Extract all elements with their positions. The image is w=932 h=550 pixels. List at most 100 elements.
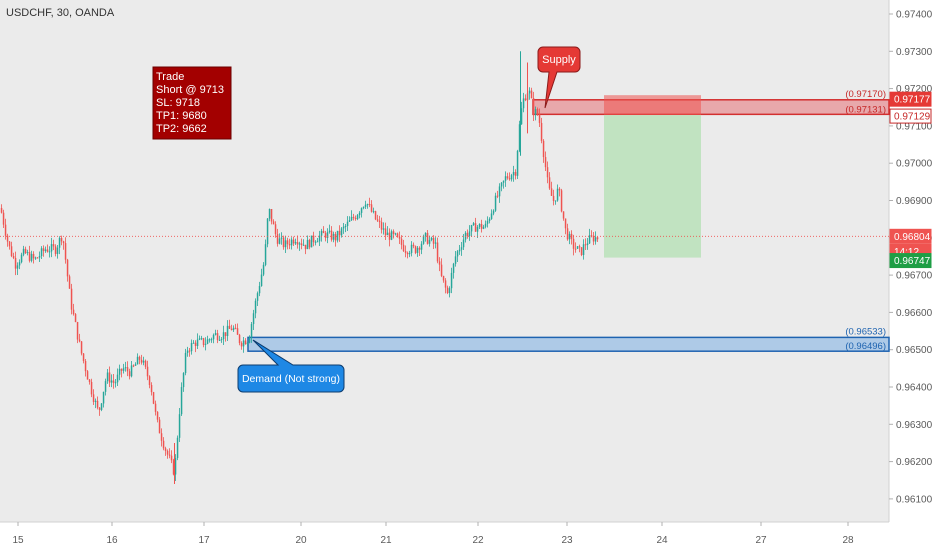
x-tick-label: 28 — [842, 535, 854, 546]
candle-body — [118, 368, 121, 375]
candle-body — [70, 288, 73, 310]
y-tick-label: 0.96300 — [896, 420, 932, 431]
demand-top-label: (0.96533) — [845, 326, 886, 337]
candle-body — [314, 241, 317, 243]
candle-body — [52, 244, 55, 247]
trade-line-4: TP1: 9680 — [156, 110, 207, 122]
candle-body — [32, 253, 35, 259]
candle-body — [264, 244, 267, 265]
candle-body — [418, 247, 421, 250]
candle-body — [286, 240, 289, 245]
candle-body — [356, 215, 359, 220]
candle-body — [516, 150, 519, 176]
candle-body — [552, 195, 555, 201]
y-tick-label: 0.97400 — [896, 10, 932, 21]
y-tick-label: 0.97000 — [896, 159, 932, 170]
candle-body — [270, 209, 273, 222]
candle-body — [448, 288, 451, 294]
candle-body — [294, 242, 297, 244]
candle-body — [588, 235, 591, 244]
candle-body — [578, 246, 581, 248]
candle-body — [226, 325, 229, 337]
candle-body — [154, 403, 157, 412]
candle-body — [282, 237, 285, 248]
candle-body — [498, 186, 501, 197]
candle-body — [298, 243, 301, 245]
x-tick-label: 17 — [198, 535, 210, 546]
candle-body — [334, 233, 337, 241]
candle-body — [374, 211, 377, 220]
candle-body — [318, 235, 321, 242]
supply-callout[interactable]: Supply — [537, 46, 581, 109]
candle-body — [66, 259, 69, 277]
candle-body — [582, 244, 585, 255]
x-tick-label: 21 — [380, 535, 392, 546]
candle-body — [430, 237, 433, 240]
candle-body — [444, 280, 447, 288]
candle-body — [256, 293, 259, 301]
trade-info-box[interactable]: Trade Short @ 9713 SL: 9718 TP1: 9680 TP… — [152, 66, 232, 140]
candle-body — [506, 176, 509, 179]
candle-body — [212, 334, 215, 340]
candle-body — [458, 249, 461, 252]
candle-body — [76, 322, 79, 340]
candle-body — [354, 217, 357, 220]
candle-body — [168, 454, 171, 456]
candle-body — [548, 177, 551, 189]
candle-body — [276, 234, 279, 244]
candle-body — [558, 188, 561, 191]
current-price-tag-bg — [889, 228, 932, 244]
candle-body — [340, 228, 343, 236]
demand-zone — [247, 336, 890, 352]
candle-body — [556, 188, 559, 201]
candle-body — [8, 241, 11, 247]
candle-body — [408, 252, 411, 255]
price-tags: 0.97177 0.97129 0.96804 14:120.96747 — [889, 91, 932, 269]
candle-body — [380, 222, 383, 230]
y-tick-label: 0.96600 — [896, 308, 932, 319]
candle-body — [500, 182, 503, 187]
candle-body — [14, 257, 17, 269]
demand-callout-label: Demand (Not strong) — [242, 373, 340, 385]
candle-body — [342, 226, 345, 229]
y-tick-label: 0.96400 — [896, 383, 932, 394]
candle-body — [106, 372, 109, 382]
candle-body — [136, 356, 139, 365]
candle-body — [528, 90, 531, 94]
demand-callout[interactable]: Demand (Not strong) — [237, 339, 345, 393]
candle-body — [422, 236, 425, 244]
candle-body — [306, 239, 309, 250]
candle-body — [248, 337, 251, 343]
candle-body — [440, 264, 443, 276]
candle-body — [272, 221, 275, 225]
candle-body — [26, 252, 29, 254]
candle-body — [288, 244, 291, 246]
candle-body — [336, 230, 339, 241]
candle-body — [568, 233, 571, 240]
candle-body — [182, 373, 185, 388]
candles — [0, 51, 599, 484]
candle-body — [372, 211, 375, 213]
candle-body — [326, 232, 329, 238]
entry-price-tag: 0.97129 — [894, 112, 931, 123]
candle-body — [274, 224, 277, 235]
supply-zone — [532, 99, 890, 116]
candle-body — [64, 243, 67, 260]
candle-body — [44, 249, 47, 252]
candle-body — [384, 228, 387, 236]
candle-body — [98, 407, 101, 410]
candle-body — [110, 380, 113, 383]
candle-body — [28, 252, 31, 261]
candle-body — [50, 244, 53, 252]
x-tick-label: 24 — [656, 535, 668, 546]
candle-body — [438, 261, 441, 265]
candle-body — [190, 343, 193, 352]
candle-body — [260, 274, 263, 287]
candle-body — [480, 223, 483, 229]
candle-body — [234, 327, 237, 329]
y-tick-label: 0.97100 — [896, 121, 932, 132]
candle-body — [284, 240, 287, 248]
demand-callout-shape — [237, 339, 345, 393]
candle-body — [172, 460, 175, 475]
